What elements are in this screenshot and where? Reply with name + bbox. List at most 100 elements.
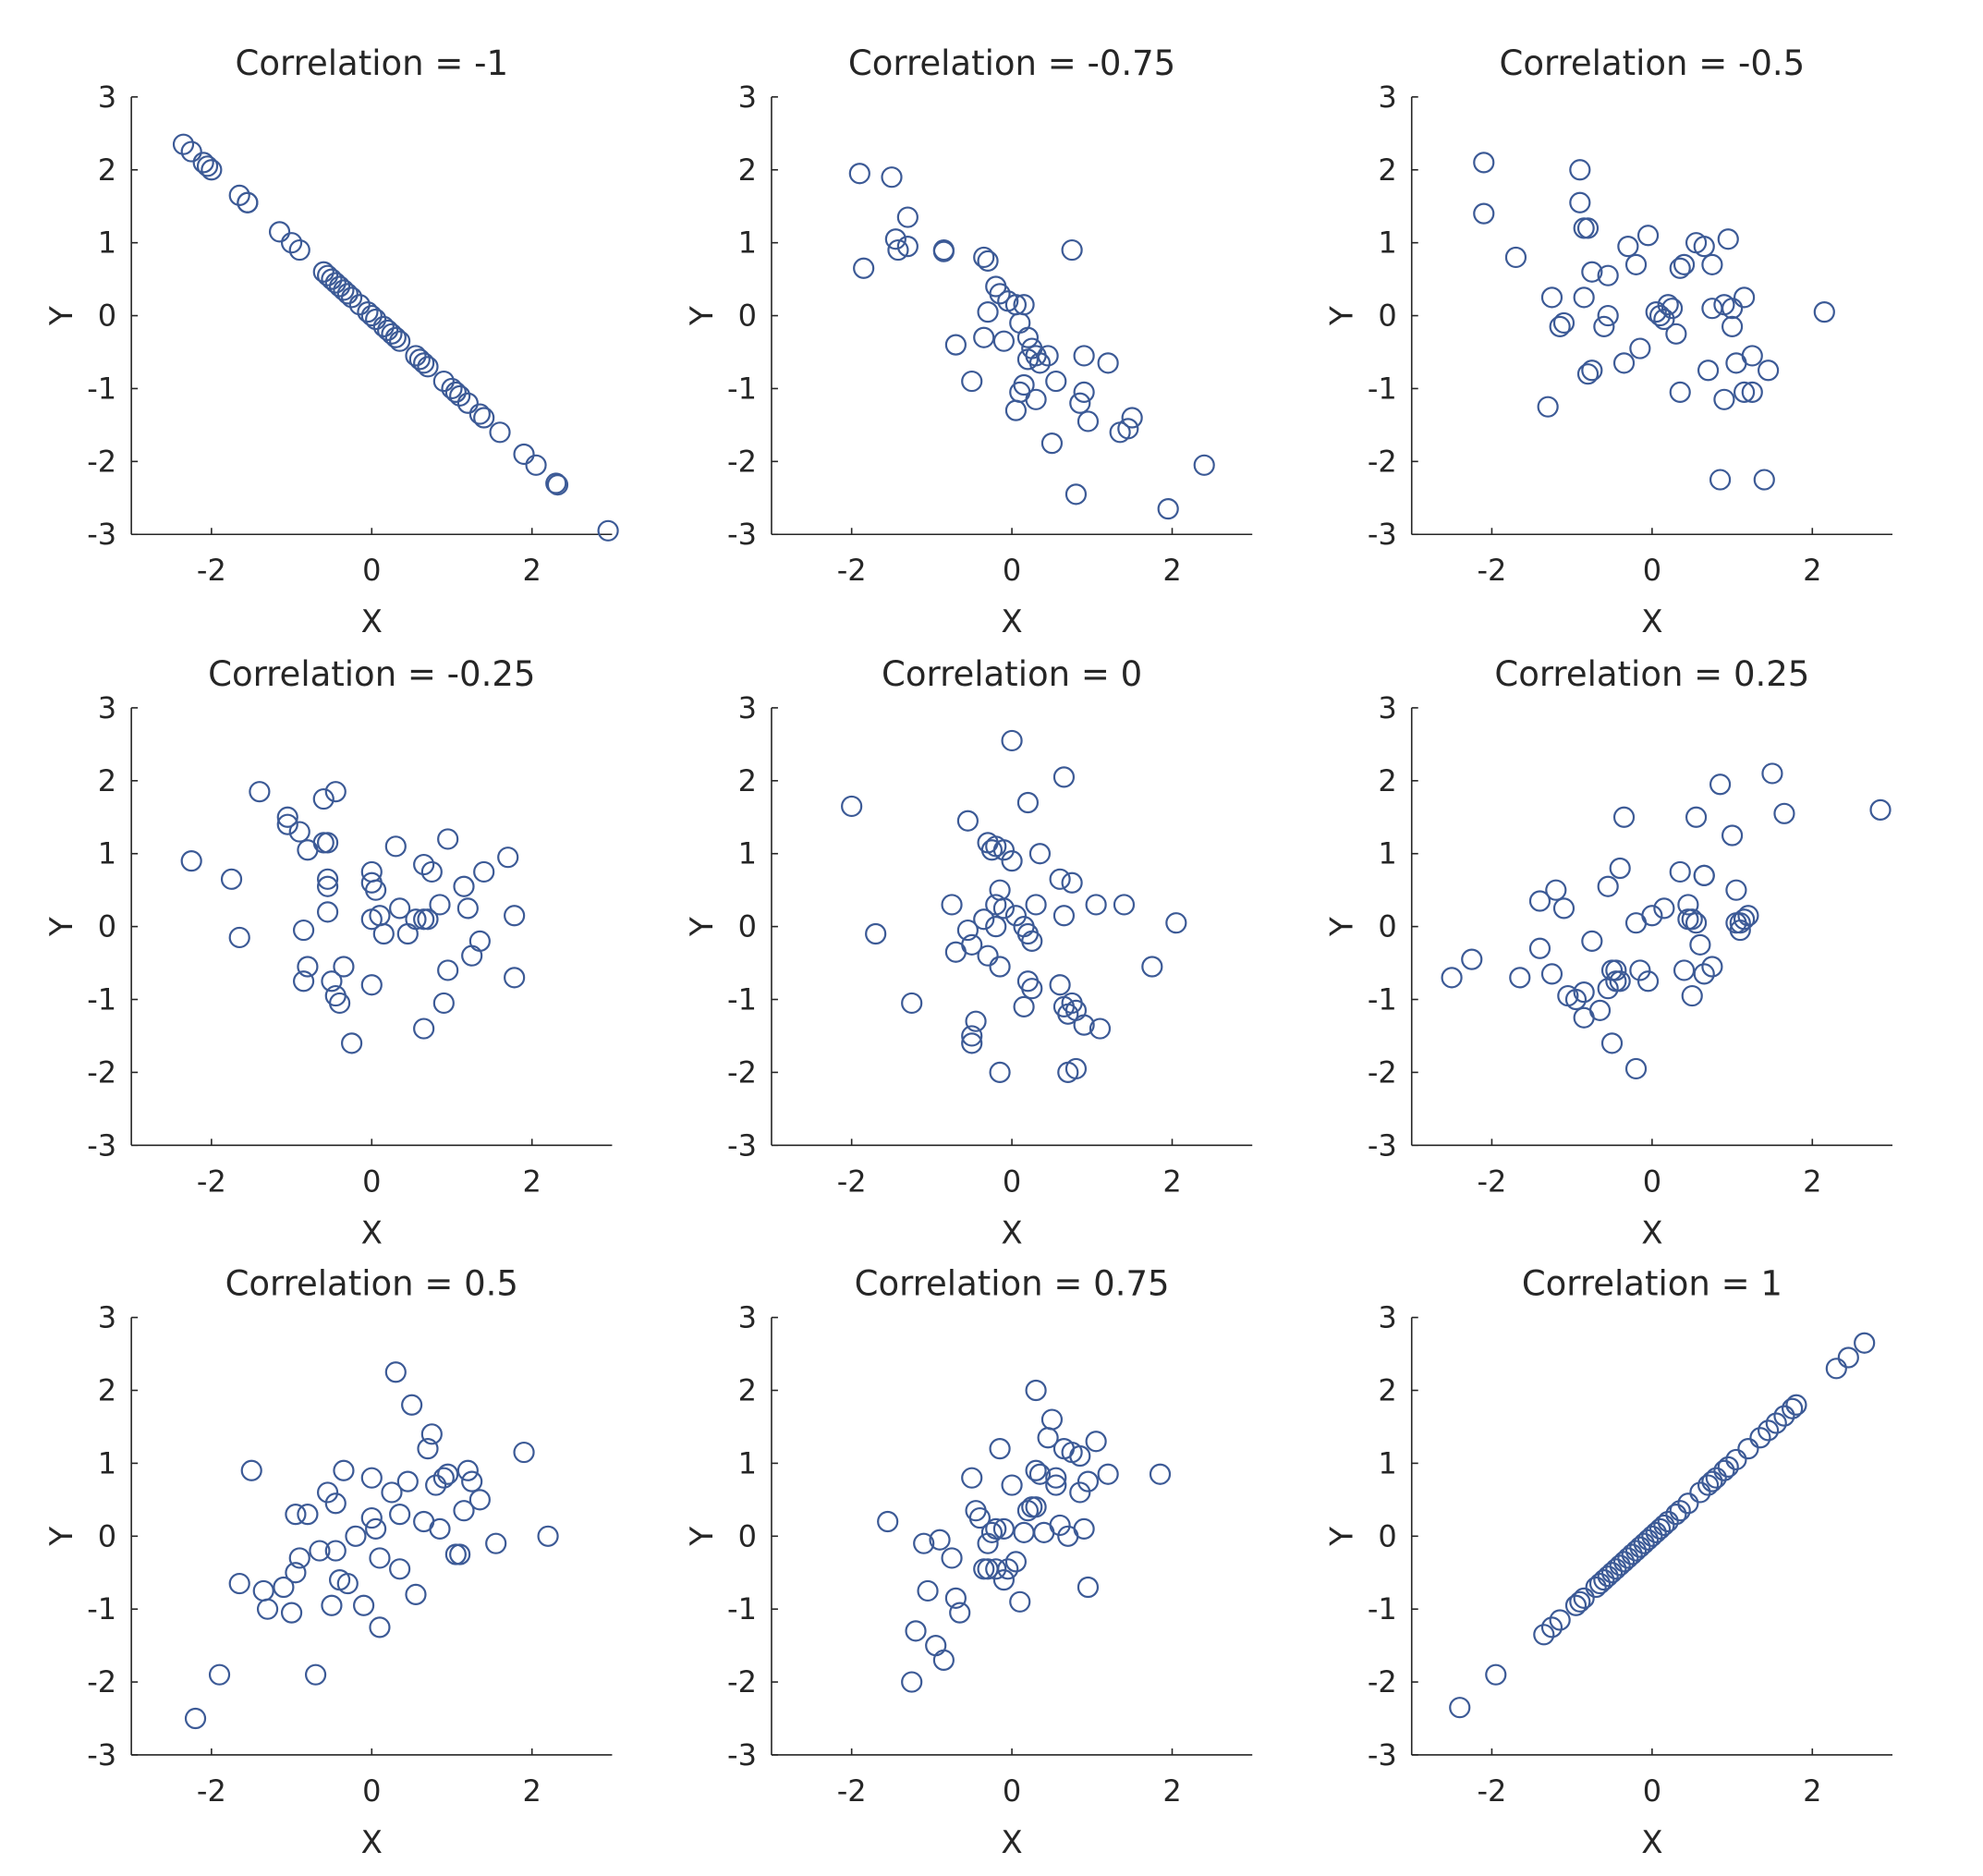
data-point <box>1028 843 1052 865</box>
data-point <box>432 370 455 393</box>
data-point <box>973 908 995 931</box>
data-point <box>485 1532 507 1554</box>
data-point <box>1648 304 1672 327</box>
y-axis-label: Y <box>684 306 721 326</box>
data-point <box>1588 999 1612 1021</box>
data-point <box>377 319 399 341</box>
data-point <box>992 897 1016 920</box>
data-point <box>1549 315 1571 337</box>
data-point <box>1669 860 1691 883</box>
data-point <box>989 283 1011 305</box>
data-point <box>1009 311 1031 335</box>
y-axis-label: Y <box>43 306 80 326</box>
y-axis-label: Y <box>1324 1527 1361 1547</box>
data-point <box>437 1463 459 1485</box>
data-point <box>417 356 439 378</box>
data-point <box>1653 1514 1675 1537</box>
data-point <box>992 1569 1016 1591</box>
data-point <box>956 919 979 942</box>
data-point <box>372 922 395 945</box>
data-point <box>913 1532 935 1554</box>
data-point <box>973 1558 995 1580</box>
data-point <box>228 926 250 949</box>
y-axis-label: Y <box>1324 917 1361 937</box>
data-point <box>1193 454 1215 476</box>
y-tick-label: -1 <box>1368 371 1397 406</box>
data-point <box>425 1474 447 1496</box>
data-point <box>453 1500 475 1522</box>
data-point <box>1709 469 1732 491</box>
data-point <box>324 1492 347 1515</box>
data-point <box>413 908 435 931</box>
y-tick-label: 0 <box>98 909 116 944</box>
data-point <box>316 875 339 897</box>
data-point <box>389 1558 411 1580</box>
y-tick-label: -1 <box>87 371 116 406</box>
data-point <box>369 1547 391 1569</box>
data-point <box>1528 890 1551 912</box>
data-point <box>252 1579 274 1602</box>
data-point <box>1705 1467 1727 1489</box>
data-point <box>1449 1697 1471 1719</box>
data-point <box>360 304 383 327</box>
data-point <box>1016 326 1040 348</box>
data-point <box>1052 766 1076 788</box>
x-axis-label: X <box>1001 1214 1022 1251</box>
data-point <box>329 275 351 298</box>
data-point <box>1669 257 1691 279</box>
data-point <box>1028 1463 1052 1485</box>
data-point <box>489 421 511 444</box>
data-point <box>985 1558 1007 1580</box>
data-point <box>1016 922 1040 945</box>
data-point <box>1761 762 1783 785</box>
data-point <box>1013 995 1035 1017</box>
data-point <box>944 1587 967 1609</box>
data-point <box>965 1500 987 1522</box>
x-tick-label: 2 <box>1162 553 1181 588</box>
y-tick-label: 1 <box>738 225 757 261</box>
scatter-panel-4: Correlation = -0.25 -3 -2 -1 0 1 2 3 -2 0 2 X Y <box>43 654 613 1251</box>
data-point <box>348 294 371 316</box>
y-tick-label: 1 <box>1378 1445 1396 1480</box>
data-point <box>401 1394 423 1416</box>
chart-title: Correlation = -0.25 <box>208 654 535 694</box>
data-point <box>1069 1481 1091 1504</box>
data-point <box>1069 1444 1091 1468</box>
y-tick-label: 0 <box>738 1518 757 1553</box>
y-tick-label: -3 <box>1368 1127 1397 1163</box>
data-point <box>389 1504 411 1526</box>
data-point <box>901 992 923 1015</box>
scatter-panel-3: Correlation = -0.5 -3 -2 -1 0 1 2 3 -2 0 2 X Y <box>1324 43 1893 640</box>
y-tick-label: 3 <box>738 1300 757 1335</box>
y-tick-label: 1 <box>1378 836 1396 871</box>
data-point <box>965 1010 987 1032</box>
data-point <box>977 301 999 323</box>
data-point <box>228 1572 250 1595</box>
y-tick-label: 2 <box>738 1373 757 1408</box>
data-point <box>280 232 303 254</box>
data-point <box>1040 432 1064 455</box>
data-point <box>1741 381 1763 404</box>
data-point <box>413 352 435 374</box>
data-point <box>961 1025 983 1047</box>
y-tick-label: 0 <box>98 298 116 334</box>
data-point <box>196 155 219 177</box>
data-point <box>1636 970 1660 993</box>
x-tick-label: 2 <box>1803 553 1821 588</box>
data-point <box>316 868 339 890</box>
data-point <box>321 1594 343 1616</box>
y-tick-label: 1 <box>738 1445 757 1480</box>
data-point <box>437 828 459 850</box>
data-point <box>1713 1459 1735 1481</box>
data-point <box>961 1032 983 1054</box>
data-point <box>1636 1529 1660 1551</box>
x-axis-label: X <box>1001 1824 1022 1861</box>
x-axis-label: X <box>361 603 383 640</box>
data-point <box>1689 1481 1711 1504</box>
y-tick-label: 3 <box>1378 690 1396 725</box>
data-point <box>1633 1532 1655 1554</box>
data-point <box>1709 774 1732 796</box>
data-point <box>1697 359 1720 382</box>
data-point <box>316 832 339 854</box>
data-point <box>1641 1525 1663 1547</box>
